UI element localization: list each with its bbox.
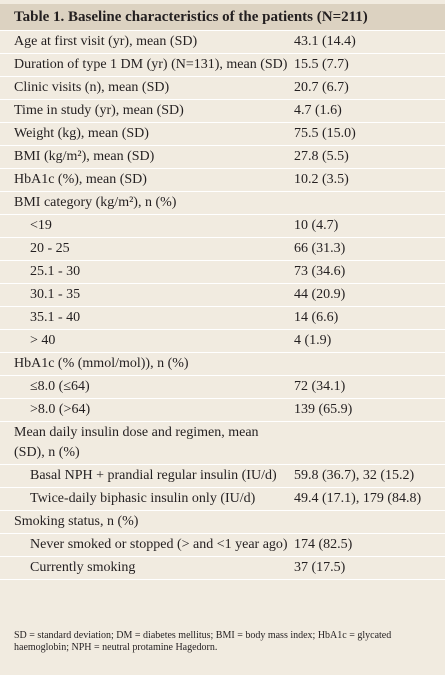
row-value: 10.2 (3.5): [292, 168, 445, 192]
table-row: ≤8.0 (≤64) 72 (34.1): [0, 375, 445, 399]
table-row: Duration of type 1 DM (yr) (N=131), mean…: [0, 53, 445, 77]
title-row: Table 1. Baseline characteristics of the…: [0, 4, 445, 31]
table-row: Age at first visit (yr), mean (SD) 43.1 (…: [0, 30, 445, 54]
empty-cell: [292, 352, 445, 376]
row-label: > 40: [0, 329, 292, 353]
row-value: 139 (65.9): [292, 398, 445, 422]
row-label: Smoking status, n (%): [0, 510, 292, 534]
row-value: 4 (1.9): [292, 329, 445, 353]
table-row: Basal NPH + prandial regular insulin (IU…: [0, 464, 445, 488]
table-row: >8.0 (>64) 139 (65.9): [0, 398, 445, 422]
row-label: Age at first visit (yr), mean (SD): [0, 30, 292, 54]
row-value: 49.4 (17.1), 179 (84.8): [292, 487, 445, 511]
empty-cell: [292, 510, 445, 534]
row-value: 43.1 (14.4): [292, 30, 445, 54]
table-title: Table 1. Baseline characteristics of the…: [0, 4, 445, 31]
row-label: Twice-daily biphasic insulin only (IU/d): [0, 487, 292, 511]
row-label: 25.1 - 30: [0, 260, 292, 284]
row-value: 20.7 (6.7): [292, 76, 445, 100]
empty-cell: [292, 421, 445, 465]
row-value: 73 (34.6): [292, 260, 445, 284]
row-value: 4.7 (1.6): [292, 99, 445, 123]
row-label: ≤8.0 (≤64): [0, 375, 292, 399]
row-value: 14 (6.6): [292, 306, 445, 330]
table-row: BMI (kg/m²), mean (SD) 27.8 (5.5): [0, 145, 445, 169]
table-row: BMI category (kg/m²), n (%): [0, 191, 445, 215]
row-label: Never smoked or stopped (> and <1 year a…: [0, 533, 292, 557]
footnote: SD = standard deviation; DM = diabetes m…: [14, 630, 392, 653]
table-row: HbA1c (%), mean (SD) 10.2 (3.5): [0, 168, 445, 192]
row-label: Time in study (yr), mean (SD): [0, 99, 292, 123]
row-label: <19: [0, 214, 292, 238]
table-row: 25.1 - 30 73 (34.6): [0, 260, 445, 284]
row-value: 15.5 (7.7): [292, 53, 445, 77]
table-row: Time in study (yr), mean (SD) 4.7 (1.6): [0, 99, 445, 123]
row-label: Basal NPH + prandial regular insulin (IU…: [0, 464, 292, 488]
table-body: Age at first visit (yr), mean (SD) 43.1 (…: [0, 30, 445, 580]
row-label: Weight (kg), mean (SD): [0, 122, 292, 146]
row-label: Duration of type 1 DM (yr) (N=131), mean…: [0, 53, 292, 77]
row-label: >8.0 (>64): [0, 398, 292, 422]
row-label: HbA1c (%), mean (SD): [0, 168, 292, 192]
table-row: 35.1 - 40 14 (6.6): [0, 306, 445, 330]
row-value: 59.8 (36.7), 32 (15.2): [292, 464, 445, 488]
table-row: Smoking status, n (%): [0, 510, 445, 534]
row-label: Currently smoking: [0, 556, 292, 580]
row-value: 10 (4.7): [292, 214, 445, 238]
row-value: 44 (20.9): [292, 283, 445, 307]
empty-cell: [292, 191, 445, 215]
table-row: HbA1c (% (mmol/mol)), n (%): [0, 352, 445, 376]
row-label: 35.1 - 40: [0, 306, 292, 330]
row-value: 174 (82.5): [292, 533, 445, 557]
row-value: 27.8 (5.5): [292, 145, 445, 169]
table-row: Weight (kg), mean (SD) 75.5 (15.0): [0, 122, 445, 146]
table-row: Mean daily insulin dose and regimen, mea…: [0, 421, 445, 465]
row-value: 37 (17.5): [292, 556, 445, 580]
row-value: 75.5 (15.0): [292, 122, 445, 146]
table-row: 30.1 - 35 44 (20.9): [0, 283, 445, 307]
table-row: 20 - 25 66 (31.3): [0, 237, 445, 261]
row-value: 72 (34.1): [292, 375, 445, 399]
row-value: 66 (31.3): [292, 237, 445, 261]
characteristics-table: Table 1. Baseline characteristics of the…: [0, 4, 445, 580]
row-label: 20 - 25: [0, 237, 292, 261]
row-label: BMI (kg/m²), mean (SD): [0, 145, 292, 169]
table-row: Twice-daily biphasic insulin only (IU/d)…: [0, 487, 445, 511]
row-label: Mean daily insulin dose and regimen, mea…: [0, 421, 292, 465]
table-row: <19 10 (4.7): [0, 214, 445, 238]
table-row: Clinic visits (n), mean (SD) 20.7 (6.7): [0, 76, 445, 100]
table-row: > 40 4 (1.9): [0, 329, 445, 353]
table-row: Currently smoking 37 (17.5): [0, 556, 445, 580]
table-row: Never smoked or stopped (> and <1 year a…: [0, 533, 445, 557]
row-label: BMI category (kg/m²), n (%): [0, 191, 292, 215]
row-label: HbA1c (% (mmol/mol)), n (%): [0, 352, 292, 376]
row-label: 30.1 - 35: [0, 283, 292, 307]
row-label: Clinic visits (n), mean (SD): [0, 76, 292, 100]
